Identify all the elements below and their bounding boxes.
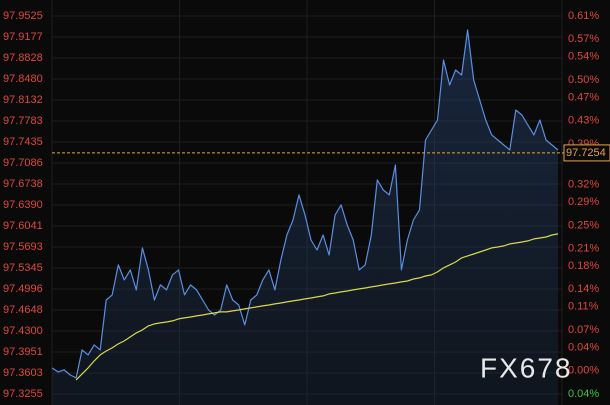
- y-tick-label: 97.9177: [3, 31, 43, 43]
- axis-labels: 97.9525 97.9177 97.8828 97.8480 97.8132 97.77…: [3, 10, 610, 400]
- y-tick-label: 97.6738: [3, 178, 43, 190]
- y-tick-label: 97.3603: [3, 367, 43, 379]
- y2-tick-label: 0.32%: [568, 179, 599, 191]
- watermark: FX678: [480, 352, 573, 383]
- y2-tick-label: 0.54%: [568, 51, 599, 63]
- y-tick-label: 97.7086: [3, 157, 43, 169]
- price-area: [52, 30, 558, 405]
- y2-tick-label: 0.29%: [568, 196, 599, 208]
- y-tick-label: 97.8828: [3, 52, 43, 64]
- y2-tick-label: 0.18%: [568, 260, 599, 272]
- average-line: [75, 233, 559, 381]
- y2-tick-label: 0.25%: [568, 219, 599, 231]
- y-tick-label: 97.5345: [3, 262, 43, 274]
- y2-tick-label: 0.50%: [568, 74, 599, 86]
- y-tick-label: 97.4648: [3, 304, 43, 316]
- y2-tick-label: 0.21%: [568, 243, 599, 255]
- y2-tick-label: 0.47%: [568, 91, 599, 103]
- y2-tick-label: 0.04%: [568, 388, 599, 400]
- last-value-box: [563, 144, 610, 162]
- y2-tick-label: 0.04%: [568, 341, 599, 353]
- y2-tick-label: 0.43%: [568, 115, 599, 127]
- y-tick-label: 97.6390: [3, 199, 43, 211]
- y-tick-label: 97.7435: [3, 136, 43, 148]
- y-tick-label: 97.4996: [3, 283, 43, 295]
- y2-tick-label: 0.07%: [568, 324, 599, 336]
- y2-tick-label: 0.57%: [568, 33, 599, 45]
- last-value-label: 97.7254: [566, 147, 606, 159]
- y-tick-label: 97.4300: [3, 325, 43, 337]
- y2-tick-label: 0.00%: [568, 365, 599, 377]
- y2-tick-label: 0.14%: [568, 283, 599, 295]
- price-line: [51, 29, 559, 379]
- y-tick-label: 97.6041: [3, 220, 43, 232]
- y-tick-label: 97.8480: [3, 73, 43, 85]
- y-tick-label: 97.7783: [3, 115, 43, 127]
- y-tick-label: 97.8132: [3, 94, 43, 106]
- y2-tick-label: 0.11%: [568, 301, 599, 313]
- y-tick-label: 97.5693: [3, 241, 43, 253]
- y-tick-label: 97.3255: [3, 388, 43, 400]
- y-tick-label: 97.9525: [3, 10, 43, 22]
- y2-tick-label: 0.61%: [568, 10, 599, 22]
- plot: [51, 29, 564, 405]
- y-tick-label: 97.3951: [3, 346, 43, 358]
